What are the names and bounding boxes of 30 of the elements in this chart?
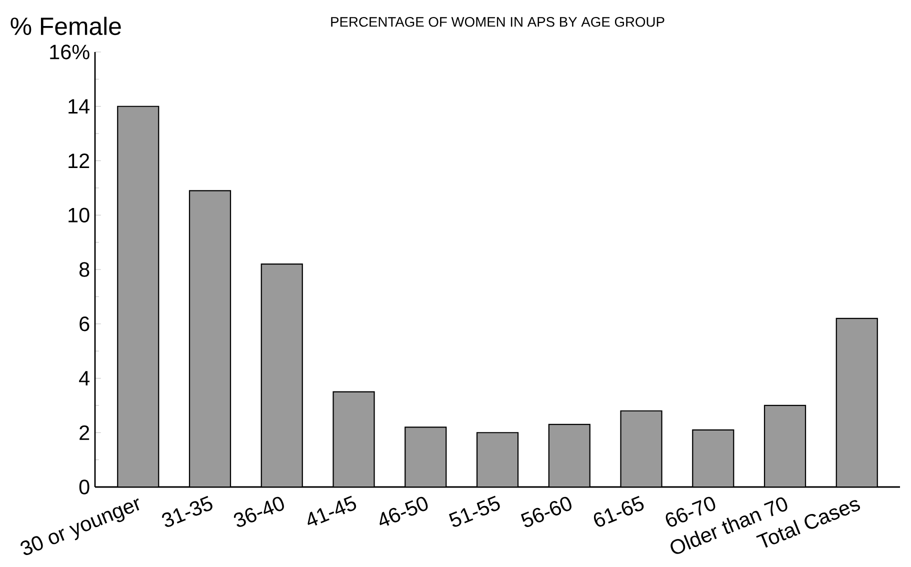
bar bbox=[620, 410, 662, 487]
x-tick-label: 51-55 bbox=[448, 496, 500, 527]
x-tick-label: 56-60 bbox=[520, 496, 572, 527]
chart-title: PERCENTAGE OF WOMEN IN APS BY AGE GROUP bbox=[331, 17, 664, 27]
x-tick-label: 36-40 bbox=[234, 496, 284, 527]
bar bbox=[548, 424, 590, 487]
y-axis-title: % Female bbox=[10, 16, 121, 36]
y-tick-label: 4 bbox=[79, 371, 90, 386]
y-tick-label: 12 bbox=[68, 153, 90, 168]
bar bbox=[117, 106, 160, 487]
y-tick-label: 6 bbox=[80, 316, 90, 332]
y-tick-label: 14 bbox=[68, 99, 90, 114]
bar bbox=[332, 391, 375, 487]
bar bbox=[836, 318, 878, 487]
y-tick-label: 16% bbox=[50, 44, 90, 60]
x-tick-label: 66-70 bbox=[666, 496, 716, 527]
bar bbox=[404, 426, 447, 487]
bar bbox=[260, 264, 303, 487]
y-tick-label: 8 bbox=[79, 262, 90, 277]
y-tick-label: 10 bbox=[68, 208, 90, 222]
x-tick-label: 61-65 bbox=[594, 496, 644, 527]
x-tick-label: 46-50 bbox=[380, 496, 428, 526]
bar bbox=[692, 429, 734, 487]
x-tick-label: 31-35 bbox=[162, 496, 212, 527]
y-tick-label: 0 bbox=[79, 480, 90, 494]
y-tick-label: 2 bbox=[80, 425, 90, 440]
bar bbox=[188, 190, 232, 487]
bar bbox=[476, 432, 519, 487]
x-tick-label: 41-45 bbox=[308, 496, 356, 526]
bar bbox=[764, 404, 806, 487]
